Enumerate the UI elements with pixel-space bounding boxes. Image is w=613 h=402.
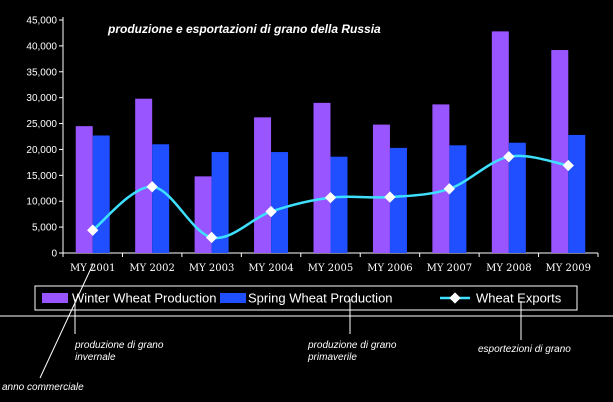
annotation-year: anno commerciale bbox=[2, 382, 84, 393]
annotation-spring: produzione di grano primaverile bbox=[308, 340, 397, 363]
y-tick-label: 40,000 bbox=[26, 41, 57, 52]
y-tick-label: 35,000 bbox=[26, 67, 57, 78]
annotation-winter: produzione di grano invernale bbox=[75, 340, 164, 363]
bar-spring bbox=[389, 147, 407, 253]
exports-point bbox=[265, 205, 277, 218]
bar-winter bbox=[313, 102, 331, 253]
exports-point bbox=[384, 191, 396, 203]
bar-winter bbox=[254, 117, 272, 253]
x-tick-label: MY 2002 bbox=[129, 263, 174, 274]
annotation-exports: esportezioni di grano bbox=[478, 344, 571, 355]
bars bbox=[75, 31, 586, 253]
legend-marker-exports bbox=[449, 292, 461, 304]
x-tick-label: MY 2001 bbox=[70, 263, 115, 274]
y-tick-label: 0 bbox=[51, 249, 57, 260]
bar-winter bbox=[372, 124, 390, 253]
y-tick-label: 30,000 bbox=[26, 93, 57, 104]
x-tick-label: MY 2003 bbox=[189, 263, 234, 274]
exports-point bbox=[205, 231, 218, 244]
bar-winter bbox=[491, 31, 509, 253]
x-tick-label: MY 2004 bbox=[248, 263, 293, 274]
legend-label: Wheat Exports bbox=[476, 291, 562, 306]
legend-label: Winter Wheat Production bbox=[72, 291, 217, 306]
bar-spring bbox=[568, 134, 586, 253]
y-tick-label: 5,000 bbox=[32, 223, 57, 234]
export-line bbox=[87, 151, 574, 244]
bar-winter bbox=[75, 126, 93, 253]
x-tick-label: MY 2007 bbox=[427, 263, 472, 274]
bar-spring bbox=[330, 156, 348, 253]
bar-winter bbox=[135, 98, 153, 253]
exports-point bbox=[324, 191, 337, 204]
bar-spring bbox=[271, 152, 289, 253]
chart-title: produzione e esportazioni di grano della… bbox=[107, 22, 381, 36]
annotation-leaders bbox=[39, 263, 522, 379]
legend-swatch-spring bbox=[220, 293, 246, 303]
bar-spring bbox=[449, 145, 467, 253]
x-tick-label: MY 2008 bbox=[486, 263, 531, 274]
y-tick-label: 15,000 bbox=[26, 171, 57, 182]
x-tick-label: MY 2009 bbox=[546, 263, 591, 274]
legend-label: Spring Wheat Production bbox=[248, 291, 393, 306]
bar-spring bbox=[508, 142, 526, 253]
exports-point bbox=[562, 159, 574, 172]
y-tick-label: 45,000 bbox=[26, 16, 57, 27]
exports-point bbox=[503, 151, 515, 163]
bar-spring bbox=[152, 144, 170, 253]
bar-spring bbox=[211, 152, 229, 253]
y-tick-label: 10,000 bbox=[26, 197, 57, 208]
bar-winter bbox=[194, 176, 212, 253]
leader-year bbox=[39, 263, 94, 379]
bar-winter bbox=[551, 50, 569, 253]
bar-winter bbox=[432, 104, 450, 253]
exports-point bbox=[146, 181, 158, 193]
legend-box bbox=[34, 285, 578, 311]
x-tick-label: MY 2005 bbox=[308, 263, 353, 274]
x-tick-label: MY 2006 bbox=[367, 263, 412, 274]
exports-point bbox=[443, 183, 456, 195]
bar-spring bbox=[92, 135, 110, 253]
legend-swatch-winter bbox=[42, 293, 68, 303]
y-tick-label: 25,000 bbox=[26, 119, 57, 130]
legend: Winter Wheat Production Spring Wheat Prod… bbox=[34, 285, 578, 311]
y-tick-label: 20,000 bbox=[26, 145, 57, 156]
